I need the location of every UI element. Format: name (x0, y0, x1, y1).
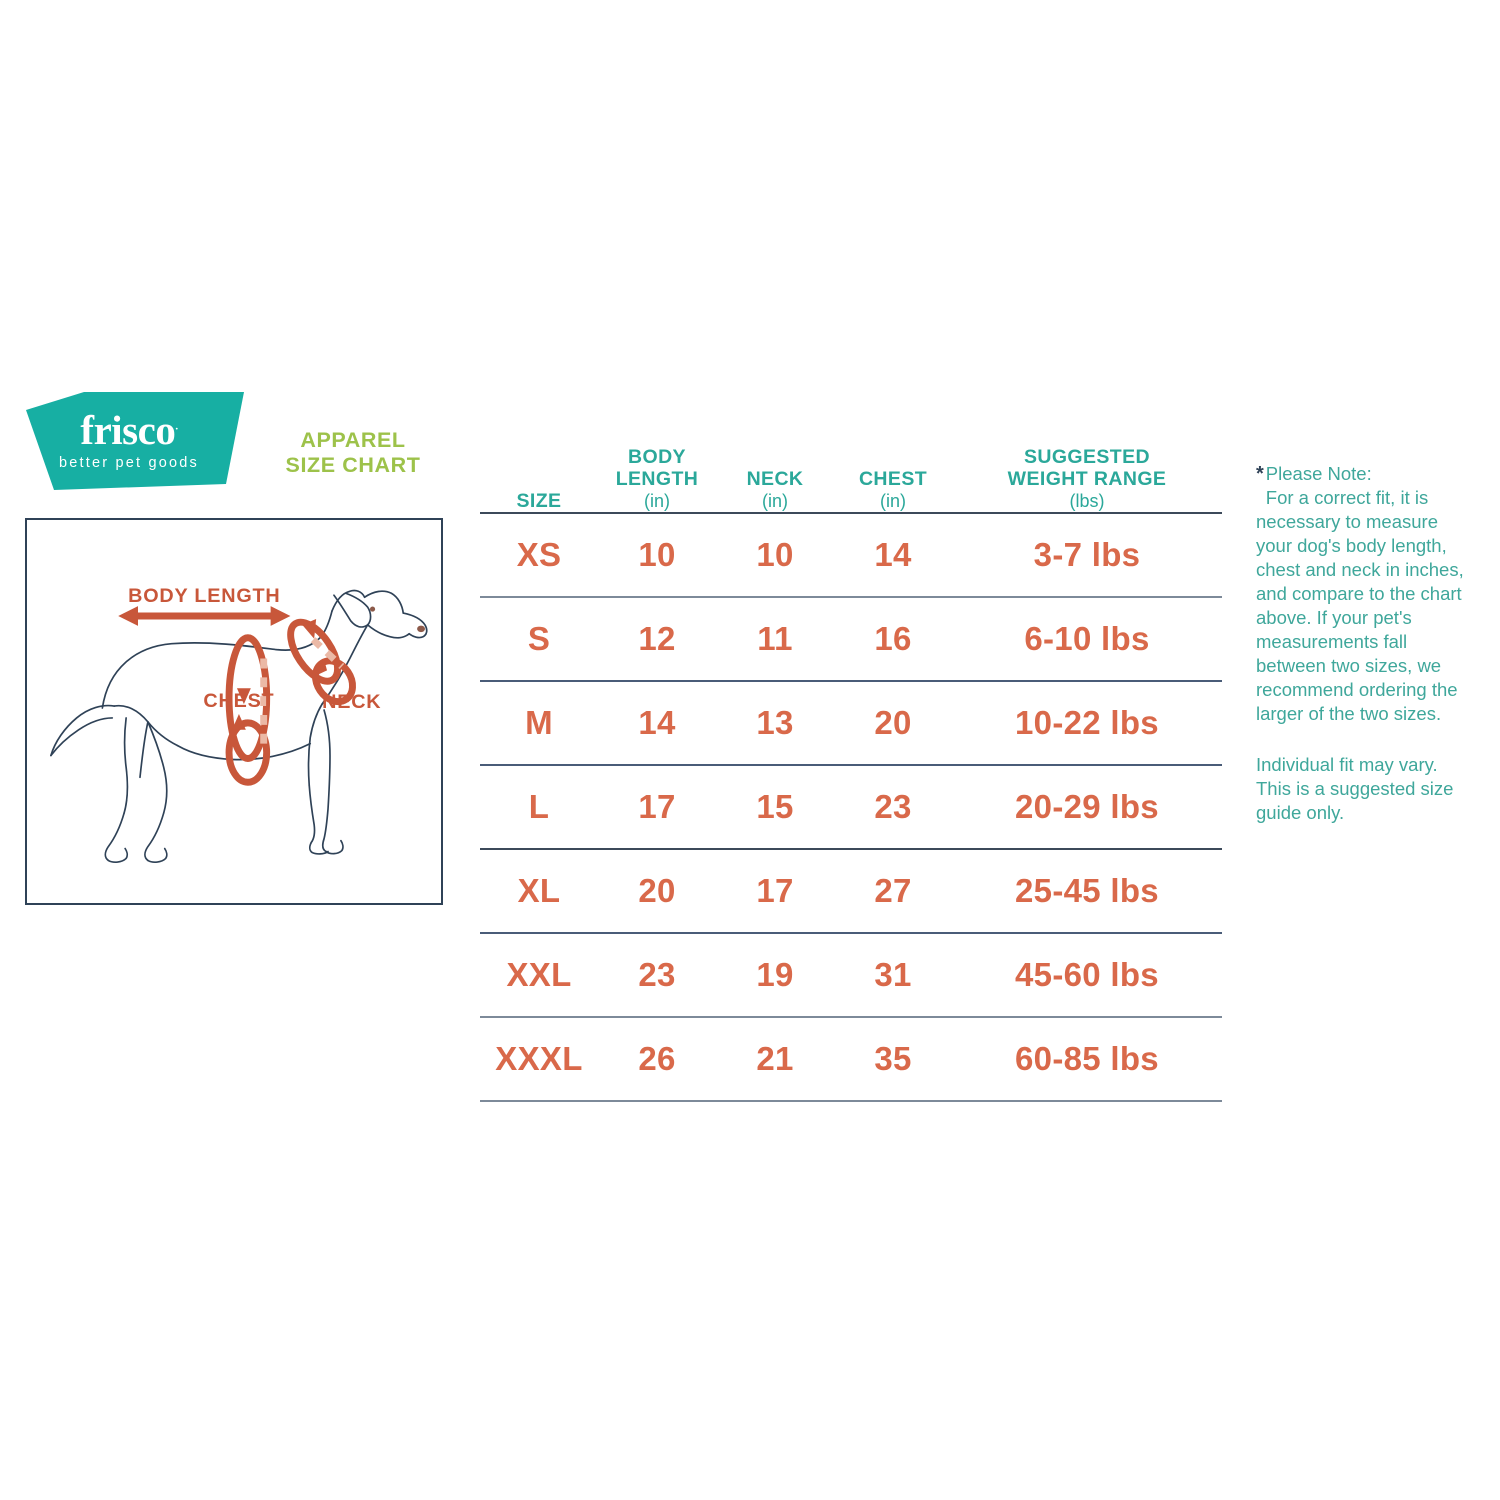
header-neck-unit: (in) (762, 491, 788, 512)
table-rule-top (480, 512, 1222, 514)
page-title-line1: APPAREL (300, 428, 406, 452)
cell-neck: 17 (756, 872, 794, 909)
table-row: XS 10 10 14 3-7 lbs (480, 514, 1222, 596)
dog-eye (369, 606, 376, 612)
neck-dashed-line (310, 637, 345, 670)
asterisk-icon: * (1256, 463, 1264, 485)
header-body-length-l2: LENGTH (615, 467, 699, 490)
header-weight-l2: WEIGHT RANGE (1007, 467, 1167, 490)
cell-neck: 11 (757, 620, 793, 657)
cell-chest: 31 (874, 956, 912, 993)
note-spacer (1256, 727, 1471, 753)
header-body-length: BODY LENGTH (in) (598, 447, 716, 512)
cell-chest: 20 (874, 704, 912, 741)
header-body-length-l1: BODY (628, 446, 686, 469)
cell-body-length: 20 (638, 872, 676, 909)
cell-neck: 10 (756, 536, 794, 573)
cell-weight: 60-85 lbs (1015, 1040, 1159, 1077)
cell-size: L (528, 788, 550, 825)
header-body-length-unit: (in) (644, 491, 670, 512)
body-length-label: BODY LENGTH (128, 585, 280, 607)
cell-chest: 27 (874, 872, 912, 909)
table-row: XXXL 26 21 35 60-85 lbs (480, 1018, 1222, 1100)
table-row: XL 20 17 27 25-45 lbs (480, 850, 1222, 932)
cell-neck: 13 (756, 704, 794, 741)
frisco-logo: frisco. better pet goods (26, 392, 244, 490)
cell-neck: 21 (756, 1040, 794, 1077)
body-length-arrow (118, 606, 291, 626)
cell-weight: 25-45 lbs (1015, 872, 1159, 909)
cell-size: M (525, 704, 553, 741)
cell-body-length: 26 (638, 1040, 676, 1077)
cell-chest: 35 (874, 1040, 912, 1077)
cell-size: S (527, 620, 551, 657)
cell-chest: 16 (874, 620, 912, 657)
note-paragraph-2: Individual fit may vary. This is a sugge… (1256, 753, 1454, 823)
note-paragraph-1: For a correct fit, it is necessary to me… (1256, 487, 1464, 725)
table-row: L 17 15 23 20-29 lbs (480, 766, 1222, 848)
dog-measurement-diagram: BODY LENGTH CHEST (25, 518, 443, 905)
cell-neck: 15 (756, 788, 794, 825)
cell-size: XS (516, 536, 562, 573)
size-table: SIZE BODY LENGTH (in) NECK (in) CHEST (i… (480, 424, 1222, 1102)
table-rule-bottom (480, 1100, 1222, 1102)
cell-chest: 23 (874, 788, 912, 825)
cell-size: XXXL (495, 1040, 583, 1077)
cell-weight: 45-60 lbs (1015, 956, 1159, 993)
cell-body-length: 14 (638, 704, 676, 741)
table-rule (480, 932, 1222, 934)
header-weight-unit: (lbs) (1069, 491, 1105, 512)
table-rule (480, 1016, 1222, 1018)
cell-size: XL (517, 872, 561, 909)
page-title-line2: SIZE CHART (285, 453, 421, 478)
cell-body-length: 12 (638, 620, 676, 657)
dog-nose (417, 625, 426, 633)
table-row: M 14 13 20 10-22 lbs (480, 682, 1222, 764)
page-title: APPAREL SIZE CHART (268, 428, 438, 479)
neck-arrow-head-2 (314, 659, 328, 677)
table-header-row: SIZE BODY LENGTH (in) NECK (in) CHEST (i… (480, 424, 1222, 512)
header-neck: NECK (in) (716, 468, 834, 512)
header-weight-l1: SUGGESTED (1023, 446, 1151, 469)
table-row: S 12 11 16 6-10 lbs (480, 598, 1222, 680)
header-weight-range: SUGGESTED WEIGHT RANGE (lbs) (952, 447, 1222, 512)
cell-weight: 20-29 lbs (1015, 788, 1159, 825)
table-rule (480, 764, 1222, 766)
cell-body-length: 23 (638, 956, 676, 993)
table-rule (480, 848, 1222, 850)
logo-banner-shape (26, 392, 244, 490)
cell-size: XXL (506, 956, 572, 993)
please-note-block: * Please Note: For a correct fit, it is … (1256, 462, 1471, 825)
header-size: SIZE (516, 489, 562, 512)
dog-diagram-svg: BODY LENGTH CHEST (50, 585, 428, 864)
header-chest-unit: (in) (880, 491, 906, 512)
cell-chest: 14 (874, 536, 912, 573)
neck-measure-loop (287, 618, 356, 706)
note-heading: Please Note: (1265, 463, 1372, 484)
cell-body-length: 10 (638, 536, 676, 573)
neck-arrow-head-1 (302, 618, 317, 639)
table-rule (480, 680, 1222, 682)
chest-label: CHEST (203, 690, 274, 712)
neck-label: NECK (322, 691, 381, 713)
cell-weight: 6-10 lbs (1024, 620, 1150, 657)
header-chest: CHEST (in) (834, 468, 952, 512)
cell-neck: 19 (756, 956, 794, 993)
cell-body-length: 17 (638, 788, 676, 825)
cell-weight: 10-22 lbs (1015, 704, 1159, 741)
table-rule (480, 596, 1222, 598)
cell-weight: 3-7 lbs (1033, 536, 1141, 573)
table-row: XXL 23 19 31 45-60 lbs (480, 934, 1222, 1016)
